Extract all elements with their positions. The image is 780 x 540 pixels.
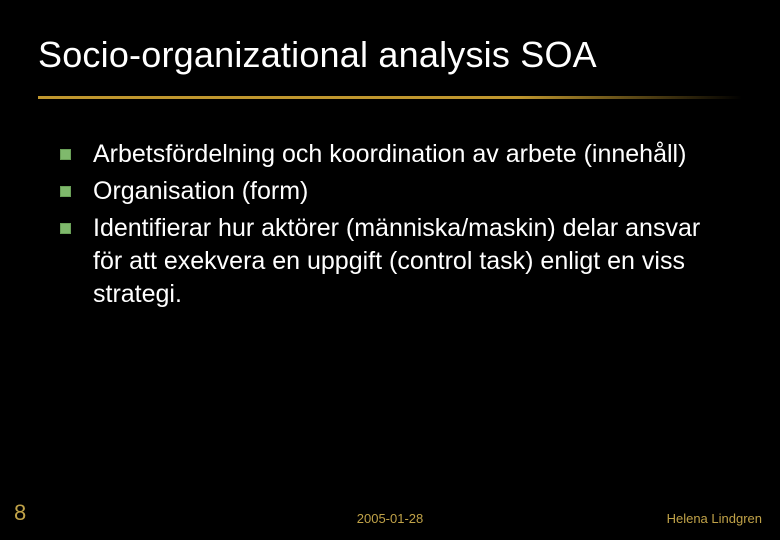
- divider-shadow: [38, 99, 742, 101]
- list-item-text: Organisation (form): [93, 175, 730, 208]
- square-bullet-icon: [60, 223, 71, 234]
- list-item-text: Arbetsfördelning och koordination av arb…: [93, 138, 730, 171]
- footer-author: Helena Lindgren: [667, 511, 762, 526]
- square-bullet-icon: [60, 186, 71, 197]
- bullet-list: Arbetsfördelning och koordination av arb…: [60, 138, 730, 315]
- footer-date: 2005-01-28: [0, 511, 780, 526]
- list-item: Identifierar hur aktörer (människa/maski…: [60, 212, 730, 311]
- slide: Socio-organizational analysis SOA Arbets…: [0, 0, 780, 540]
- square-bullet-icon: [60, 149, 71, 160]
- list-item: Organisation (form): [60, 175, 730, 208]
- divider: [38, 96, 742, 101]
- list-item-text: Identifierar hur aktörer (människa/maski…: [93, 212, 730, 311]
- title-region: Socio-organizational analysis SOA: [38, 34, 752, 76]
- slide-title: Socio-organizational analysis SOA: [38, 34, 752, 76]
- list-item: Arbetsfördelning och koordination av arb…: [60, 138, 730, 171]
